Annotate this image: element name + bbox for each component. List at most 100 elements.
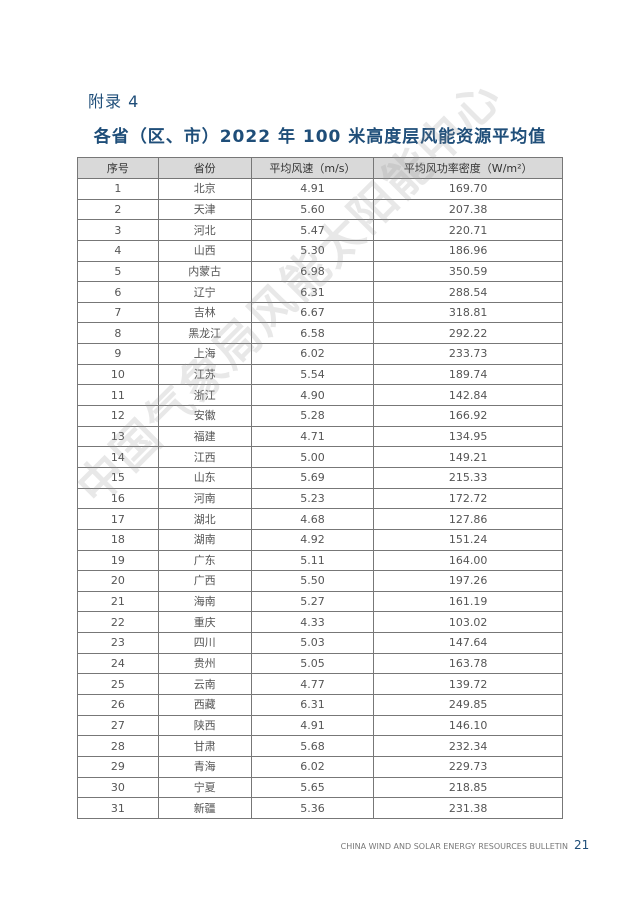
cell-index: 31 (77, 797, 159, 819)
cell-power-density: 147.64 (373, 632, 563, 654)
cell-province: 贵州 (157, 652, 252, 675)
cell-province: 新疆 (157, 797, 252, 819)
table-title: 各省（区、市）2022 年 100 米高度层风能资源平均值 (93, 127, 547, 147)
cell-index: 26 (77, 694, 159, 716)
table-row: 16 河南 5.23 172.72 (77, 487, 563, 510)
table-row: 27 陕西 4.91 146.10 (77, 714, 563, 737)
cell-index: 1 (77, 178, 159, 200)
cell-province: 四川 (157, 632, 252, 654)
cell-power-density: 229.73 (373, 755, 563, 778)
cell-index: 29 (77, 755, 159, 778)
table-row: 21 海南 5.27 161.19 (77, 590, 563, 613)
cell-wind-speed: 4.91 (250, 714, 375, 737)
table-row: 6 辽宁 6.31 288.54 (77, 281, 563, 303)
cell-wind-speed: 6.58 (250, 322, 375, 345)
cell-province: 河南 (157, 487, 252, 510)
cell-power-density: 151.24 (373, 528, 563, 551)
cell-power-density: 232.34 (373, 735, 563, 757)
cell-index: 28 (77, 735, 159, 757)
cell-wind-speed: 4.33 (250, 611, 375, 634)
table-row: 26 西藏 6.31 249.85 (77, 694, 563, 716)
cell-power-density: 292.22 (373, 322, 563, 345)
cell-power-density: 164.00 (373, 549, 563, 572)
cell-index: 27 (77, 714, 159, 737)
cell-power-density: 249.85 (373, 694, 563, 716)
cell-wind-speed: 5.30 (250, 239, 375, 262)
cell-province: 黑龙江 (157, 322, 252, 345)
cell-province: 重庆 (157, 611, 252, 634)
cell-province: 江苏 (157, 363, 252, 386)
cell-index: 13 (77, 425, 159, 448)
header-wind-speed: 平均风速（m/s） (250, 157, 375, 179)
cell-wind-speed: 5.68 (250, 735, 375, 757)
cell-wind-speed: 4.68 (250, 508, 375, 530)
header-power-density: 平均风功率密度（W/m²） (373, 157, 563, 179)
cell-province: 湖北 (157, 508, 252, 530)
cell-index: 9 (77, 343, 159, 365)
table-row: 15 山东 5.69 215.33 (77, 466, 563, 489)
cell-province: 山西 (157, 239, 252, 262)
table-row: 1 北京 4.91 169.70 (77, 178, 563, 200)
cell-province: 广西 (157, 570, 252, 592)
table-row: 4 山西 5.30 186.96 (77, 239, 563, 262)
table-row: 17 湖北 4.68 127.86 (77, 508, 563, 530)
table-header-row: 序号 省份 平均风速（m/s） 平均风功率密度（W/m²） (77, 157, 563, 179)
cell-wind-speed: 5.00 (250, 446, 375, 468)
cell-index: 20 (77, 570, 159, 592)
appendix-label: 附录 4 (88, 92, 140, 111)
cell-index: 23 (77, 632, 159, 654)
cell-power-density: 207.38 (373, 198, 563, 221)
table-row: 10 江苏 5.54 189.74 (77, 363, 563, 386)
cell-index: 17 (77, 508, 159, 530)
cell-index: 6 (77, 281, 159, 303)
wind-resource-table: 序号 省份 平均风速（m/s） 平均风功率密度（W/m²） 1 北京 4.91 169… (77, 157, 563, 819)
table-row: 8 黑龙江 6.58 292.22 (77, 322, 563, 345)
cell-province: 北京 (157, 178, 252, 200)
cell-province: 青海 (157, 755, 252, 778)
cell-wind-speed: 5.23 (250, 487, 375, 510)
cell-power-density: 127.86 (373, 508, 563, 530)
cell-power-density: 139.72 (373, 673, 563, 696)
cell-wind-speed: 5.60 (250, 198, 375, 221)
page-number: 21 (574, 838, 590, 852)
cell-province: 海南 (157, 590, 252, 613)
cell-index: 5 (77, 260, 159, 283)
cell-province: 云南 (157, 673, 252, 696)
cell-index: 11 (77, 384, 159, 407)
cell-wind-speed: 5.11 (250, 549, 375, 572)
cell-province: 安徽 (157, 405, 252, 427)
cell-province: 上海 (157, 343, 252, 365)
cell-power-density: 166.92 (373, 405, 563, 427)
table-row: 18 湖南 4.92 151.24 (77, 528, 563, 551)
cell-province: 陕西 (157, 714, 252, 737)
cell-power-density: 288.54 (373, 281, 563, 303)
table-row: 2 天津 5.60 207.38 (77, 198, 563, 221)
table-row: 23 四川 5.03 147.64 (77, 632, 563, 654)
cell-wind-speed: 5.27 (250, 590, 375, 613)
cell-power-density: 134.95 (373, 425, 563, 448)
table-row: 14 江西 5.00 149.21 (77, 446, 563, 468)
cell-wind-speed: 4.71 (250, 425, 375, 448)
table-row: 13 福建 4.71 134.95 (77, 425, 563, 448)
table-row: 3 河北 5.47 220.71 (77, 219, 563, 241)
cell-wind-speed: 4.91 (250, 178, 375, 200)
cell-province: 山东 (157, 466, 252, 489)
cell-province: 辽宁 (157, 281, 252, 303)
cell-province: 福建 (157, 425, 252, 448)
table-row: 19 广东 5.11 164.00 (77, 549, 563, 572)
cell-wind-speed: 5.36 (250, 797, 375, 819)
cell-index: 10 (77, 363, 159, 386)
cell-wind-speed: 5.47 (250, 219, 375, 241)
cell-index: 18 (77, 528, 159, 551)
cell-province: 广东 (157, 549, 252, 572)
table-row: 25 云南 4.77 139.72 (77, 673, 563, 696)
cell-wind-speed: 5.05 (250, 652, 375, 675)
cell-index: 14 (77, 446, 159, 468)
table-row: 7 吉林 6.67 318.81 (77, 301, 563, 324)
cell-power-density: 186.96 (373, 239, 563, 262)
table-row: 20 广西 5.50 197.26 (77, 570, 563, 592)
cell-index: 15 (77, 466, 159, 489)
table-row: 24 贵州 5.05 163.78 (77, 652, 563, 675)
cell-wind-speed: 4.90 (250, 384, 375, 407)
cell-power-density: 169.70 (373, 178, 563, 200)
